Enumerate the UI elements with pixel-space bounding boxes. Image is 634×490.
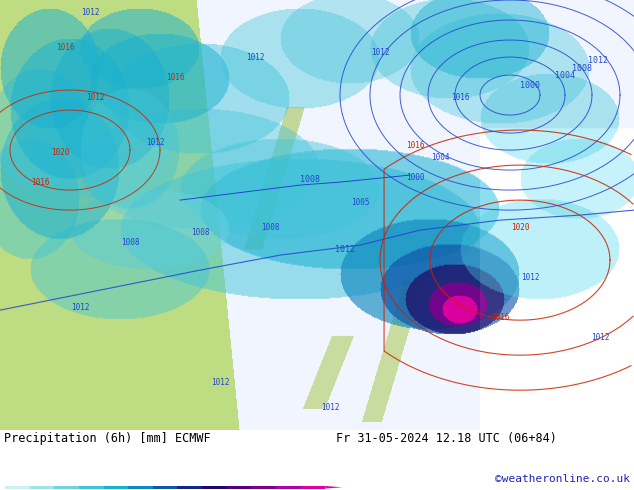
Bar: [301, 486, 325, 489]
Text: Precipitation (6h) [mm] ECMWF: Precipitation (6h) [mm] ECMWF: [4, 432, 210, 445]
Text: 1008: 1008: [120, 238, 139, 247]
Text: 1016: 1016: [165, 73, 184, 82]
Text: 1012: 1012: [591, 333, 609, 342]
Text: 1012: 1012: [246, 53, 264, 62]
Text: 1012: 1012: [210, 378, 230, 387]
Text: 1012: 1012: [371, 48, 389, 57]
Text: 1016: 1016: [56, 43, 74, 52]
Text: 1016: 1016: [491, 313, 509, 322]
Text: ©weatheronline.co.uk: ©weatheronline.co.uk: [495, 474, 630, 484]
Text: 1020: 1020: [511, 223, 529, 232]
Bar: [153, 486, 178, 489]
Text: 1000: 1000: [520, 80, 540, 90]
Text: 1012: 1012: [86, 93, 104, 102]
Text: 1012: 1012: [321, 403, 339, 412]
Bar: [276, 486, 301, 489]
Text: 1008: 1008: [261, 223, 279, 232]
Text: 1008: 1008: [191, 228, 209, 237]
Text: 1016: 1016: [31, 178, 49, 187]
Bar: [202, 486, 227, 489]
Bar: [178, 486, 202, 489]
Text: 1012: 1012: [521, 273, 540, 282]
Polygon shape: [325, 486, 342, 489]
Text: Fr 31-05-2024 12.18 UTC (06+84): Fr 31-05-2024 12.18 UTC (06+84): [336, 432, 557, 445]
Text: 1012: 1012: [81, 8, 100, 17]
Text: 1012: 1012: [71, 303, 89, 312]
Bar: [30, 486, 55, 489]
Text: 1016: 1016: [406, 141, 424, 150]
Bar: [251, 486, 276, 489]
Bar: [55, 486, 79, 489]
Bar: [128, 486, 153, 489]
Text: 1020: 1020: [51, 148, 69, 157]
Text: 1004: 1004: [555, 71, 575, 79]
Text: 1008: 1008: [300, 175, 320, 184]
Text: 1005: 1005: [351, 198, 369, 207]
Text: 1000: 1000: [406, 173, 424, 182]
Text: 1008: 1008: [572, 64, 592, 73]
Bar: [5, 486, 30, 489]
Text: 1016: 1016: [451, 93, 469, 102]
Text: 1012: 1012: [588, 55, 608, 65]
Bar: [227, 486, 251, 489]
Text: 1012: 1012: [146, 138, 164, 147]
Bar: [103, 486, 128, 489]
Bar: [79, 486, 103, 489]
Text: 1012: 1012: [335, 245, 355, 254]
Text: 1004: 1004: [430, 153, 450, 162]
